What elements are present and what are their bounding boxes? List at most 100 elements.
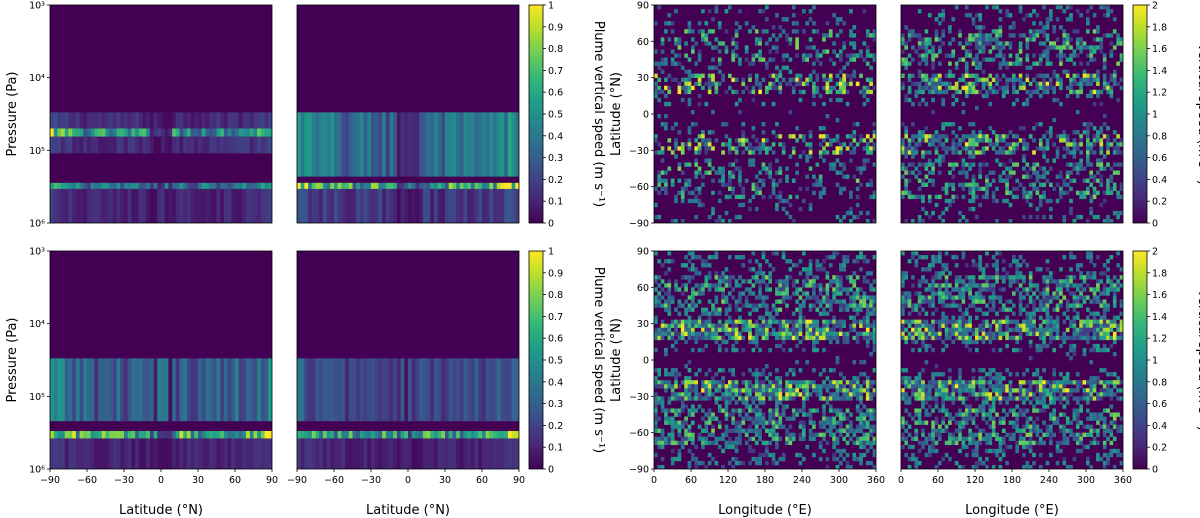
heat-cell — [674, 154, 678, 159]
heat-cell — [741, 291, 746, 296]
x-tick-label: −90 — [287, 475, 307, 486]
heat-cell — [1102, 198, 1107, 204]
heat-cell — [260, 358, 265, 422]
heat-cell — [101, 431, 106, 439]
heat-cell — [304, 358, 309, 422]
heat-cell — [924, 134, 929, 139]
heat-cell — [862, 279, 867, 284]
heat-cell — [927, 89, 932, 95]
heat-cell — [778, 85, 783, 91]
heat-cell — [845, 134, 850, 139]
heat-cell — [57, 358, 62, 422]
heat-cell — [670, 388, 675, 393]
heat-cell — [209, 112, 214, 129]
heat-cell — [1102, 190, 1107, 196]
heat-cell — [697, 21, 702, 26]
heat-cell — [818, 384, 823, 389]
heat-cell — [808, 45, 813, 50]
heat-cell — [1112, 45, 1117, 50]
heat-cell — [775, 460, 779, 466]
heat-cell — [1062, 154, 1067, 159]
heat-cell — [828, 339, 833, 345]
heat-cell — [839, 77, 843, 83]
heat-cell — [1018, 61, 1023, 66]
heat-cell — [179, 438, 184, 469]
heat-cell — [164, 438, 169, 469]
heat-cell — [975, 186, 979, 192]
heat-cell — [822, 267, 826, 272]
heat-cell — [1062, 214, 1067, 220]
heat-cell — [670, 29, 675, 34]
heat-cell — [808, 303, 813, 308]
heat-cell — [684, 327, 688, 333]
heat-cell — [142, 112, 147, 129]
heat-cell — [791, 392, 796, 397]
heat-cell — [822, 33, 826, 38]
heat-cell — [422, 438, 427, 469]
heat-cell — [859, 400, 863, 405]
heat-cell — [921, 154, 925, 159]
heat-cell — [731, 335, 736, 341]
heat-cell — [300, 358, 305, 422]
heat-cell — [714, 335, 719, 341]
heat-cell — [849, 29, 853, 34]
heat-cell — [1025, 174, 1030, 179]
heat-cell — [835, 21, 840, 26]
heat-cell — [87, 182, 92, 189]
heat-cell — [872, 146, 876, 151]
heat-cell — [751, 428, 756, 433]
heat-cell — [855, 194, 860, 200]
heat-cell — [1022, 174, 1026, 179]
heat-cell — [1092, 13, 1097, 18]
heat-cell — [724, 384, 729, 389]
heat-cell — [667, 299, 672, 304]
heat-cell — [359, 438, 364, 469]
heat-cell — [697, 404, 702, 409]
heat-cell — [934, 89, 939, 95]
heat-cell — [1018, 45, 1023, 50]
heat-cell — [687, 380, 692, 385]
heat-cell — [768, 146, 773, 151]
heat-cell — [775, 343, 779, 349]
heat-cell — [1049, 77, 1053, 83]
heat-cell — [322, 438, 327, 469]
heat-cell — [657, 174, 662, 179]
heat-cell — [808, 283, 813, 288]
heat-cell — [146, 358, 151, 422]
heat-cell — [768, 174, 773, 179]
heat-cell — [975, 134, 979, 139]
heat-cell — [765, 323, 769, 329]
heat-cell — [664, 331, 668, 337]
heat-cell — [734, 408, 739, 413]
heat-cell — [701, 323, 705, 329]
heat-cell — [209, 136, 214, 154]
heat-cell — [684, 376, 688, 381]
heat-cell — [1106, 162, 1110, 167]
heat-cell — [849, 420, 853, 425]
heat-cell — [901, 142, 905, 147]
heat-cell — [815, 283, 820, 288]
heat-cell — [1049, 85, 1053, 91]
heat-cell — [835, 464, 840, 469]
heat-cell — [697, 93, 702, 99]
heat-cell — [778, 194, 783, 200]
heat-cell — [765, 283, 769, 288]
heat-cell — [1065, 279, 1070, 284]
heat-cell — [771, 420, 776, 425]
heat-cell — [917, 194, 922, 200]
heat-cell — [849, 275, 853, 280]
heat-cell — [654, 424, 658, 429]
heat-cell — [1008, 130, 1013, 135]
heat-cell — [667, 311, 672, 316]
heat-cell — [684, 384, 688, 389]
heat-cell — [734, 279, 739, 284]
heat-cell — [991, 77, 996, 83]
heat-cell — [751, 182, 756, 187]
heat-cell — [670, 440, 675, 446]
heat-cell — [707, 368, 712, 373]
heat-cell — [859, 255, 863, 260]
heat-cell — [1042, 287, 1046, 292]
heat-cell — [788, 69, 793, 74]
heat-cell — [818, 174, 823, 179]
heat-cell — [862, 259, 867, 264]
